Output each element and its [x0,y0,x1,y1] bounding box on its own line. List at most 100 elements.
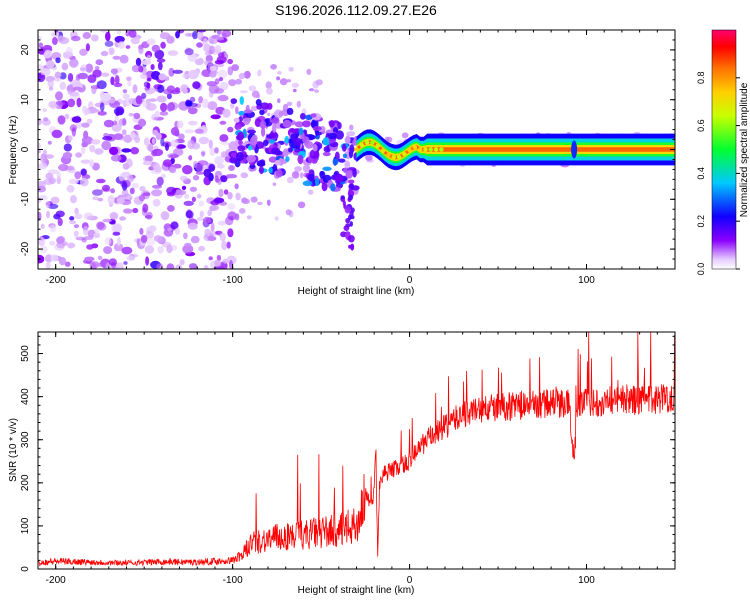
spectral-blob [67,242,76,249]
x-tick-label: 100 [578,275,595,286]
spectral-blob [209,205,217,212]
spectral-blob [151,149,158,157]
spectral-blob [112,223,122,233]
spectral-blob [248,85,257,92]
spectral-blob [214,147,219,154]
spectral-blob [138,118,147,127]
spectral-blob [101,140,112,151]
spectral-blob [290,129,300,134]
spectral-blob [130,147,139,155]
spectral-blob [302,180,313,187]
spectral-blob [131,182,139,189]
x-tick-label: 0 [407,275,413,286]
ridge-dot [407,148,412,153]
spectral-blob [121,189,129,198]
spectral-blob [56,236,65,244]
spectral-blob [255,99,262,106]
spectral-blob [54,71,62,79]
spectral-blob [160,211,170,220]
spectral-blob [207,101,218,111]
spectral-blob [239,96,244,105]
spectral-blob [175,264,183,269]
spectral-blob [227,203,236,211]
spectral-blob [148,143,154,152]
spectral-blob [94,148,104,155]
spectral-blob [50,196,60,204]
spectral-blob [307,173,315,181]
spectral-blob [123,208,133,214]
spectral-blob [210,114,221,120]
ridge-dot [439,147,444,152]
spectral-blob [101,92,112,102]
top-y-axis-label: Frequency (Hz) [8,116,19,185]
spectral-blob [282,148,289,157]
spectral-blob [243,117,251,126]
spectral-blob [66,185,75,193]
spectral-blob [284,135,289,144]
y-tick-label: 300 [20,431,31,448]
spectral-blob [208,256,213,261]
spectral-blob [95,59,104,66]
spectral-blob [145,211,153,220]
spectral-blob [265,81,272,89]
spectral-blob [89,159,94,168]
spectral-blob [38,35,42,40]
spectral-blob [174,227,181,235]
spectral-blob [107,195,115,205]
spectral-blob [229,156,238,164]
spectral-blob [50,254,59,262]
spectral-blob [84,109,91,115]
spectral-blob [342,153,348,159]
spectral-blob [344,160,351,169]
spectral-blob [157,61,163,71]
spectral-blob [213,197,225,204]
spectral-blob [286,101,293,107]
spectral-blob [214,88,224,94]
spectral-blob [70,79,81,86]
spectral-blob [198,245,206,252]
spectral-blob [110,76,115,86]
colorbar-tick-label: 0.8 [696,72,706,85]
spectral-blob [203,264,209,269]
spectral-blob [286,176,294,184]
spectral-blob [160,137,165,147]
spectral-blob [197,30,204,41]
spectral-blob [272,182,277,186]
spectral-blob [293,137,302,146]
spectral-blob [62,152,73,159]
spectral-blob [113,82,123,88]
spectral-blob [187,139,195,150]
spectrogram-plot [38,30,675,269]
spectral-blob [348,214,352,221]
spectral-blob [237,145,246,152]
spectral-blob [71,116,82,123]
spectral-blob [63,143,72,152]
spectral-blob [167,227,172,232]
spectral-blob [92,196,99,201]
spectral-blob [38,236,46,247]
colorbar-label: Normalized spectral amplitude [739,82,750,217]
spectral-blob [344,206,351,214]
spectral-blob [46,210,50,219]
spectral-blob [185,100,193,107]
spectral-blob [268,139,276,144]
spectral-blob [319,170,326,179]
spectral-blob [166,186,177,195]
spectral-blob [139,186,146,192]
spectral-blob [100,72,110,77]
spectral-blob [134,135,141,144]
spectral-blob [259,120,267,129]
spectral-blob [52,37,58,45]
spectral-blob [348,188,352,195]
spectral-blob [214,63,225,68]
spectral-blob [172,163,182,169]
spectral-blob [218,77,224,82]
spectral-blob [184,32,192,37]
ridge-dot [423,147,428,152]
spectral-blob [64,261,71,267]
spectral-blob [182,73,189,79]
spectral-blob [113,133,124,141]
spectral-blob [150,64,155,70]
spectral-blob [209,38,214,45]
spectral-blob [352,168,357,178]
